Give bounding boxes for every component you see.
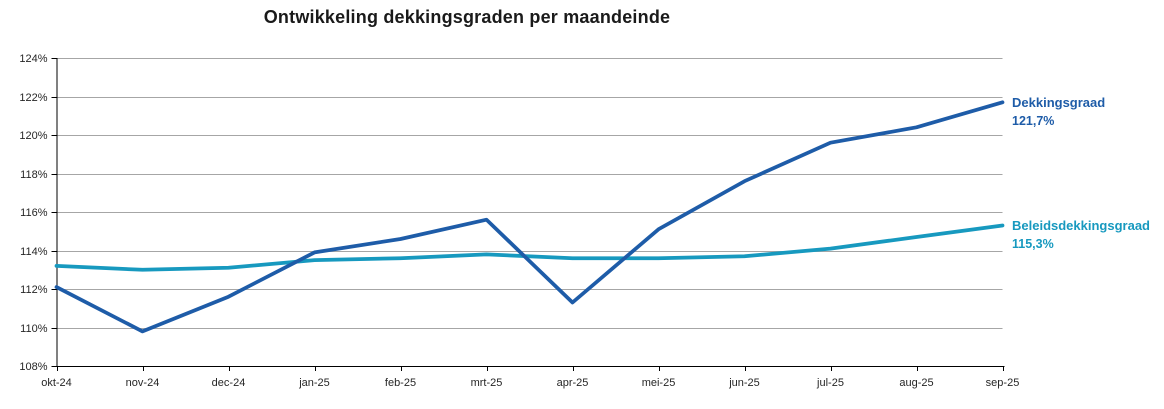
series-label-beleidsdekkingsgraad: Beleidsdekkingsgraad 115,3% — [1012, 216, 1150, 254]
x-axis-tick-label: jan-25 — [298, 377, 330, 389]
series-name-beleidsdekkingsgraad: Beleidsdekkingsgraad — [1012, 218, 1150, 234]
x-axis-tick-label: apr-25 — [557, 377, 589, 389]
x-axis-tick-label: nov-24 — [126, 377, 160, 389]
line-series-dekkingsgraad — [54, 100, 1005, 334]
x-axis-tick-label: dec-24 — [212, 377, 246, 389]
y-axis-tick-label: 112% — [20, 284, 48, 296]
x-axis-tick-label: feb-25 — [385, 377, 416, 389]
x-axis-tick-label: sep-25 — [986, 377, 1020, 389]
series-end-value-dekkingsgraad: 121,7% — [1012, 114, 1055, 129]
line-series-beleidsdekkingsgraad — [54, 223, 1005, 272]
y-axis-tick-label: 124% — [19, 53, 47, 65]
x-axis-tick-label: jul-25 — [816, 377, 844, 389]
y-axis-tick-label: 110% — [20, 323, 48, 335]
y-axis-tick-label: 122% — [19, 92, 47, 104]
chart-title: Ontwikkeling dekkingsgraden per maandein… — [263, 7, 671, 27]
series-end-value-beleidsdekkingsgraad: 115,3% — [1012, 237, 1054, 252]
y-axis-tick-label: 108% — [19, 361, 47, 373]
series-name-dekkingsgraad: Dekkingsgraad — [1012, 95, 1106, 111]
x-axis-tick-label: okt-24 — [41, 377, 72, 389]
x-axis-tick-label: mrt-25 — [471, 377, 503, 389]
y-axis-tick-label: 114% — [20, 246, 48, 258]
y-axis-tick-label: 118% — [20, 169, 48, 181]
series-label-dekkingsgraad: Dekkingsgraad 121,7% — [1012, 93, 1105, 131]
x-axis-tick-label: mei-25 — [642, 377, 676, 389]
y-axis-tick-label: 116% — [20, 207, 48, 219]
y-axis-tick-label: 120% — [19, 130, 47, 142]
x-axis-tick-label: jun-25 — [728, 377, 760, 389]
x-axis-tick-label: aug-25 — [899, 377, 933, 389]
